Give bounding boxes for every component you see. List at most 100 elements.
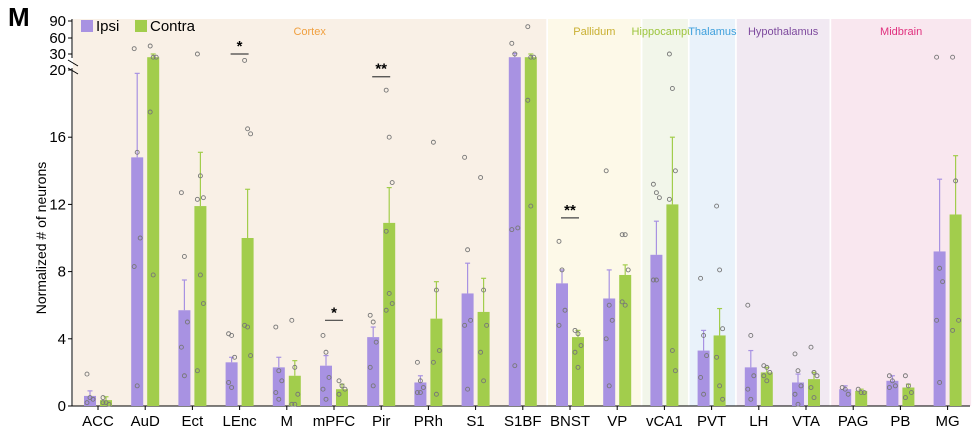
data-point [606, 302, 612, 308]
bar-ipsi-PAG [839, 389, 852, 406]
data-point [292, 364, 298, 370]
data-point [672, 168, 678, 174]
bar-contra-S1BF [524, 57, 537, 406]
data-point [370, 319, 376, 325]
data-point [462, 322, 468, 328]
bar-contra-PRh [430, 318, 443, 406]
data-point [720, 326, 726, 332]
data-point [572, 349, 578, 355]
bar-ipsi-PVT [697, 350, 710, 406]
data-point [701, 391, 707, 397]
data-point [84, 371, 90, 377]
x-tick-label: PB [890, 413, 910, 430]
region-label: Thalamus [688, 26, 737, 38]
data-point [383, 228, 389, 234]
data-point [717, 267, 723, 273]
y-tick-label: 8 [58, 264, 66, 281]
significance-label: ** [564, 202, 576, 219]
data-point [336, 378, 342, 384]
bar-ipsi-PB [886, 380, 899, 406]
data-point [717, 383, 723, 389]
data-point [414, 390, 420, 396]
data-point [650, 181, 656, 187]
data-point [323, 349, 329, 355]
bar-ipsi-mPFC [320, 365, 332, 406]
bar-contra-ACC [100, 400, 112, 406]
region-background [642, 19, 688, 406]
data-point [798, 383, 804, 389]
y-tick-label: 30 [49, 46, 66, 63]
bar-contra-LEnc [241, 238, 254, 406]
data-point [745, 386, 751, 392]
x-tick-label: M [281, 413, 294, 430]
x-tick-label: BNST [550, 413, 590, 430]
data-point [606, 383, 612, 389]
data-point [367, 364, 373, 370]
data-point [902, 395, 908, 401]
data-point [937, 265, 943, 271]
data-point [956, 317, 962, 323]
bar-contra-PAG [855, 390, 868, 406]
y-tick-label: 20 [49, 62, 66, 79]
data-point [417, 378, 423, 384]
x-tick-label: mPFC [313, 413, 356, 430]
data-point [131, 46, 137, 52]
y-tick-label: 16 [49, 129, 66, 146]
data-point [575, 364, 581, 370]
data-point [556, 238, 562, 244]
data-point [194, 51, 200, 57]
data-point [468, 317, 474, 323]
data-point [106, 401, 112, 407]
data-point [575, 331, 581, 337]
data-point [934, 317, 940, 323]
data-point [764, 378, 770, 384]
bar-contra-vCA1 [666, 204, 679, 406]
data-point [383, 307, 389, 313]
data-point [572, 327, 578, 333]
data-point [525, 24, 531, 30]
bar-contra-VP [619, 274, 632, 406]
data-point [276, 396, 282, 402]
data-point [669, 86, 675, 91]
bar-ipsi-AuD [131, 157, 144, 406]
bar-contra-AuD [147, 57, 160, 406]
data-point [194, 196, 200, 202]
data-point [339, 383, 345, 389]
data-point [808, 344, 814, 350]
data-point [90, 396, 96, 402]
data-point [950, 54, 956, 60]
data-point [150, 54, 156, 60]
region-label: Pallidum [573, 26, 615, 38]
data-point [767, 369, 773, 375]
y-tick-label: 4 [58, 331, 66, 348]
data-point [745, 302, 751, 308]
data-point [792, 351, 798, 357]
data-point [622, 232, 628, 238]
data-point [386, 134, 392, 140]
bar-contra-mPFC [336, 389, 348, 406]
data-point [232, 354, 238, 360]
bar-ipsi-M [272, 367, 285, 406]
data-point [811, 395, 817, 401]
data-point [940, 279, 946, 285]
data-point [295, 391, 301, 397]
data-point [698, 275, 704, 281]
data-point [323, 396, 329, 402]
data-point [229, 332, 235, 338]
region-label: Hypothalamus [748, 26, 819, 38]
data-point [84, 400, 90, 406]
data-point [197, 272, 203, 278]
bar-contra-PVT [713, 335, 726, 406]
data-point [242, 57, 248, 63]
y-tick-label: 12 [49, 196, 66, 213]
data-point [619, 232, 625, 238]
bar-ipsi-VTA [792, 382, 804, 406]
data-point [650, 277, 656, 283]
bar-contra-PB [902, 387, 915, 406]
data-point [373, 339, 379, 345]
data-point [147, 43, 153, 49]
data-point [748, 396, 754, 402]
data-point [845, 391, 851, 397]
